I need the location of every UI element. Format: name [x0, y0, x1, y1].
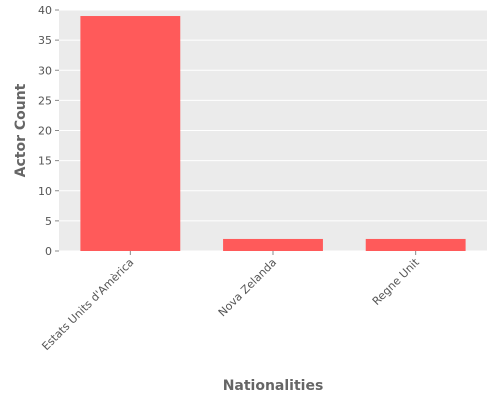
y-tick-label-5: 5 — [45, 215, 52, 228]
x-axis-title: Nationalities — [223, 378, 324, 394]
bar-1 — [223, 238, 323, 251]
x-tick-label-2: Regne Unit — [370, 255, 422, 307]
y-tick-label-20: 20 — [38, 125, 52, 138]
x-tick-label-1: Nova Zelanda — [216, 256, 279, 319]
x-axis-ticks: Estats Units d'Amèrica Nova Zelanda Regne … — [39, 251, 422, 353]
y-tick-label-35: 35 — [38, 34, 52, 47]
bar-0 — [80, 16, 181, 252]
y-tick-label-10: 10 — [38, 185, 52, 198]
y-tick-label-25: 25 — [38, 94, 52, 107]
bars — [80, 16, 466, 252]
y-tick-label-15: 15 — [38, 155, 52, 168]
y-tick-label-30: 30 — [38, 64, 52, 77]
y-tick-label-40: 40 — [38, 4, 52, 17]
y-tick-label-0: 0 — [45, 245, 52, 258]
y-axis-ticks: 0 5 10 15 20 25 30 35 40 — [38, 4, 59, 258]
x-tick-label-0: Estats Units d'Amèrica — [39, 256, 136, 353]
y-axis-title: Actor Count — [13, 83, 29, 177]
bar-2 — [365, 238, 466, 251]
